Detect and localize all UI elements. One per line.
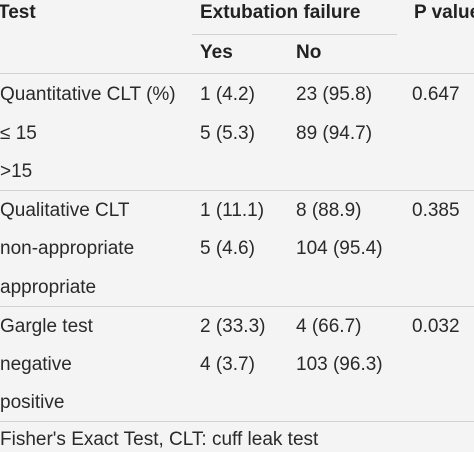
header-bottom-rule — [0, 73, 474, 74]
header-yes: Yes — [200, 42, 233, 63]
row-label: non-appropriate — [0, 238, 135, 259]
cell-p-value: 0.385 — [412, 200, 460, 221]
cell-no: 23 (95.8) — [296, 84, 373, 105]
cell-yes: 5 (4.6) — [200, 238, 255, 259]
cell-yes: 5 (5.3) — [200, 123, 255, 144]
section-label-quantitative-clt: Quantitative CLT (%) — [0, 84, 176, 105]
row-label: appropriate — [0, 277, 97, 298]
header-p-value: P value — [414, 2, 474, 23]
header-no: No — [296, 42, 322, 63]
footnote: Fisher's Exact Test, CLT: cuff leak test — [0, 429, 319, 450]
header-test: Test — [0, 2, 36, 23]
section-label-qualitative-clt: Qualitative CLT — [0, 200, 130, 221]
cell-no: 4 (66.7) — [296, 316, 362, 337]
cell-yes: 2 (33.3) — [200, 316, 266, 337]
row-label: negative — [0, 354, 72, 375]
cell-p-value: 0.647 — [412, 84, 460, 105]
header-group-rule — [192, 34, 397, 35]
cell-no: 8 (88.9) — [296, 200, 362, 221]
cell-p-value: 0.032 — [412, 316, 460, 337]
row-label: >15 — [0, 161, 33, 182]
cell-yes: 4 (3.7) — [200, 354, 255, 375]
row-label: positive — [0, 392, 65, 413]
table-bottom-rule — [0, 421, 474, 422]
cell-yes: 1 (4.2) — [200, 84, 255, 105]
section-rule — [0, 306, 474, 307]
section-rule — [0, 190, 474, 191]
cell-no: 103 (96.3) — [296, 354, 383, 375]
cell-no: 104 (95.4) — [296, 238, 383, 259]
row-label: ≤ 15 — [0, 123, 37, 144]
header-extubation-failure: Extubation failure — [200, 2, 361, 23]
cell-yes: 1 (11.1) — [200, 200, 265, 221]
section-label-gargle-test: Gargle test — [0, 316, 93, 337]
cell-no: 89 (94.7) — [296, 123, 373, 144]
